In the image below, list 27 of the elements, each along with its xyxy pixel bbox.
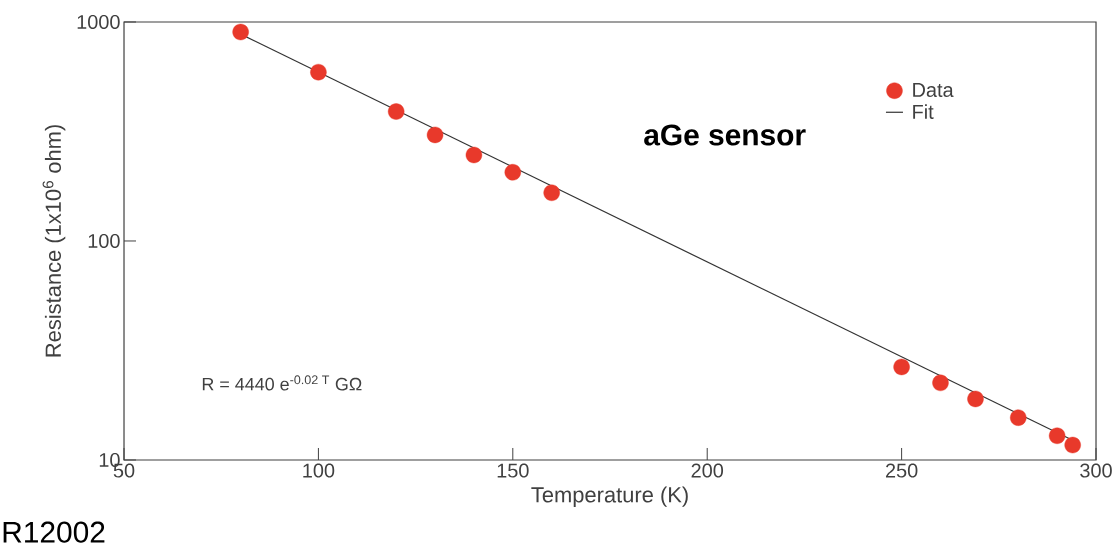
point	[387, 103, 405, 120]
point	[465, 146, 483, 164]
x-tick-label: 150	[497, 463, 529, 478]
x-tick-label: 250	[885, 463, 918, 478]
annotation: aGe sensor	[644, 124, 806, 146]
point	[504, 164, 522, 181]
point	[426, 126, 444, 144]
point	[967, 390, 984, 408]
x-tick-label: 200	[691, 463, 724, 478]
x-axis-title: Temperature (K)	[531, 486, 688, 507]
annotation: R = 4440 e$^{-0.02 T}$ GΩ	[202, 375, 362, 391]
legend-label: Fit	[913, 104, 934, 119]
text: R12002	[3, 521, 105, 543]
y-tick-label: 100	[88, 233, 120, 249]
point	[1010, 409, 1027, 426]
point	[893, 358, 910, 376]
point	[310, 63, 327, 81]
point	[1048, 427, 1066, 444]
y-axis-title: Resistance (1x10$^{6}$ ohm)	[42, 125, 66, 357]
point	[232, 23, 249, 41]
y-tick-label: 1000	[77, 14, 120, 30]
point	[1064, 436, 1081, 454]
point	[932, 374, 949, 392]
x-tick-label: 300	[1080, 463, 1112, 478]
point	[543, 184, 560, 201]
x-tick-label: 100	[303, 463, 335, 478]
legend-label: Data	[913, 83, 954, 97]
